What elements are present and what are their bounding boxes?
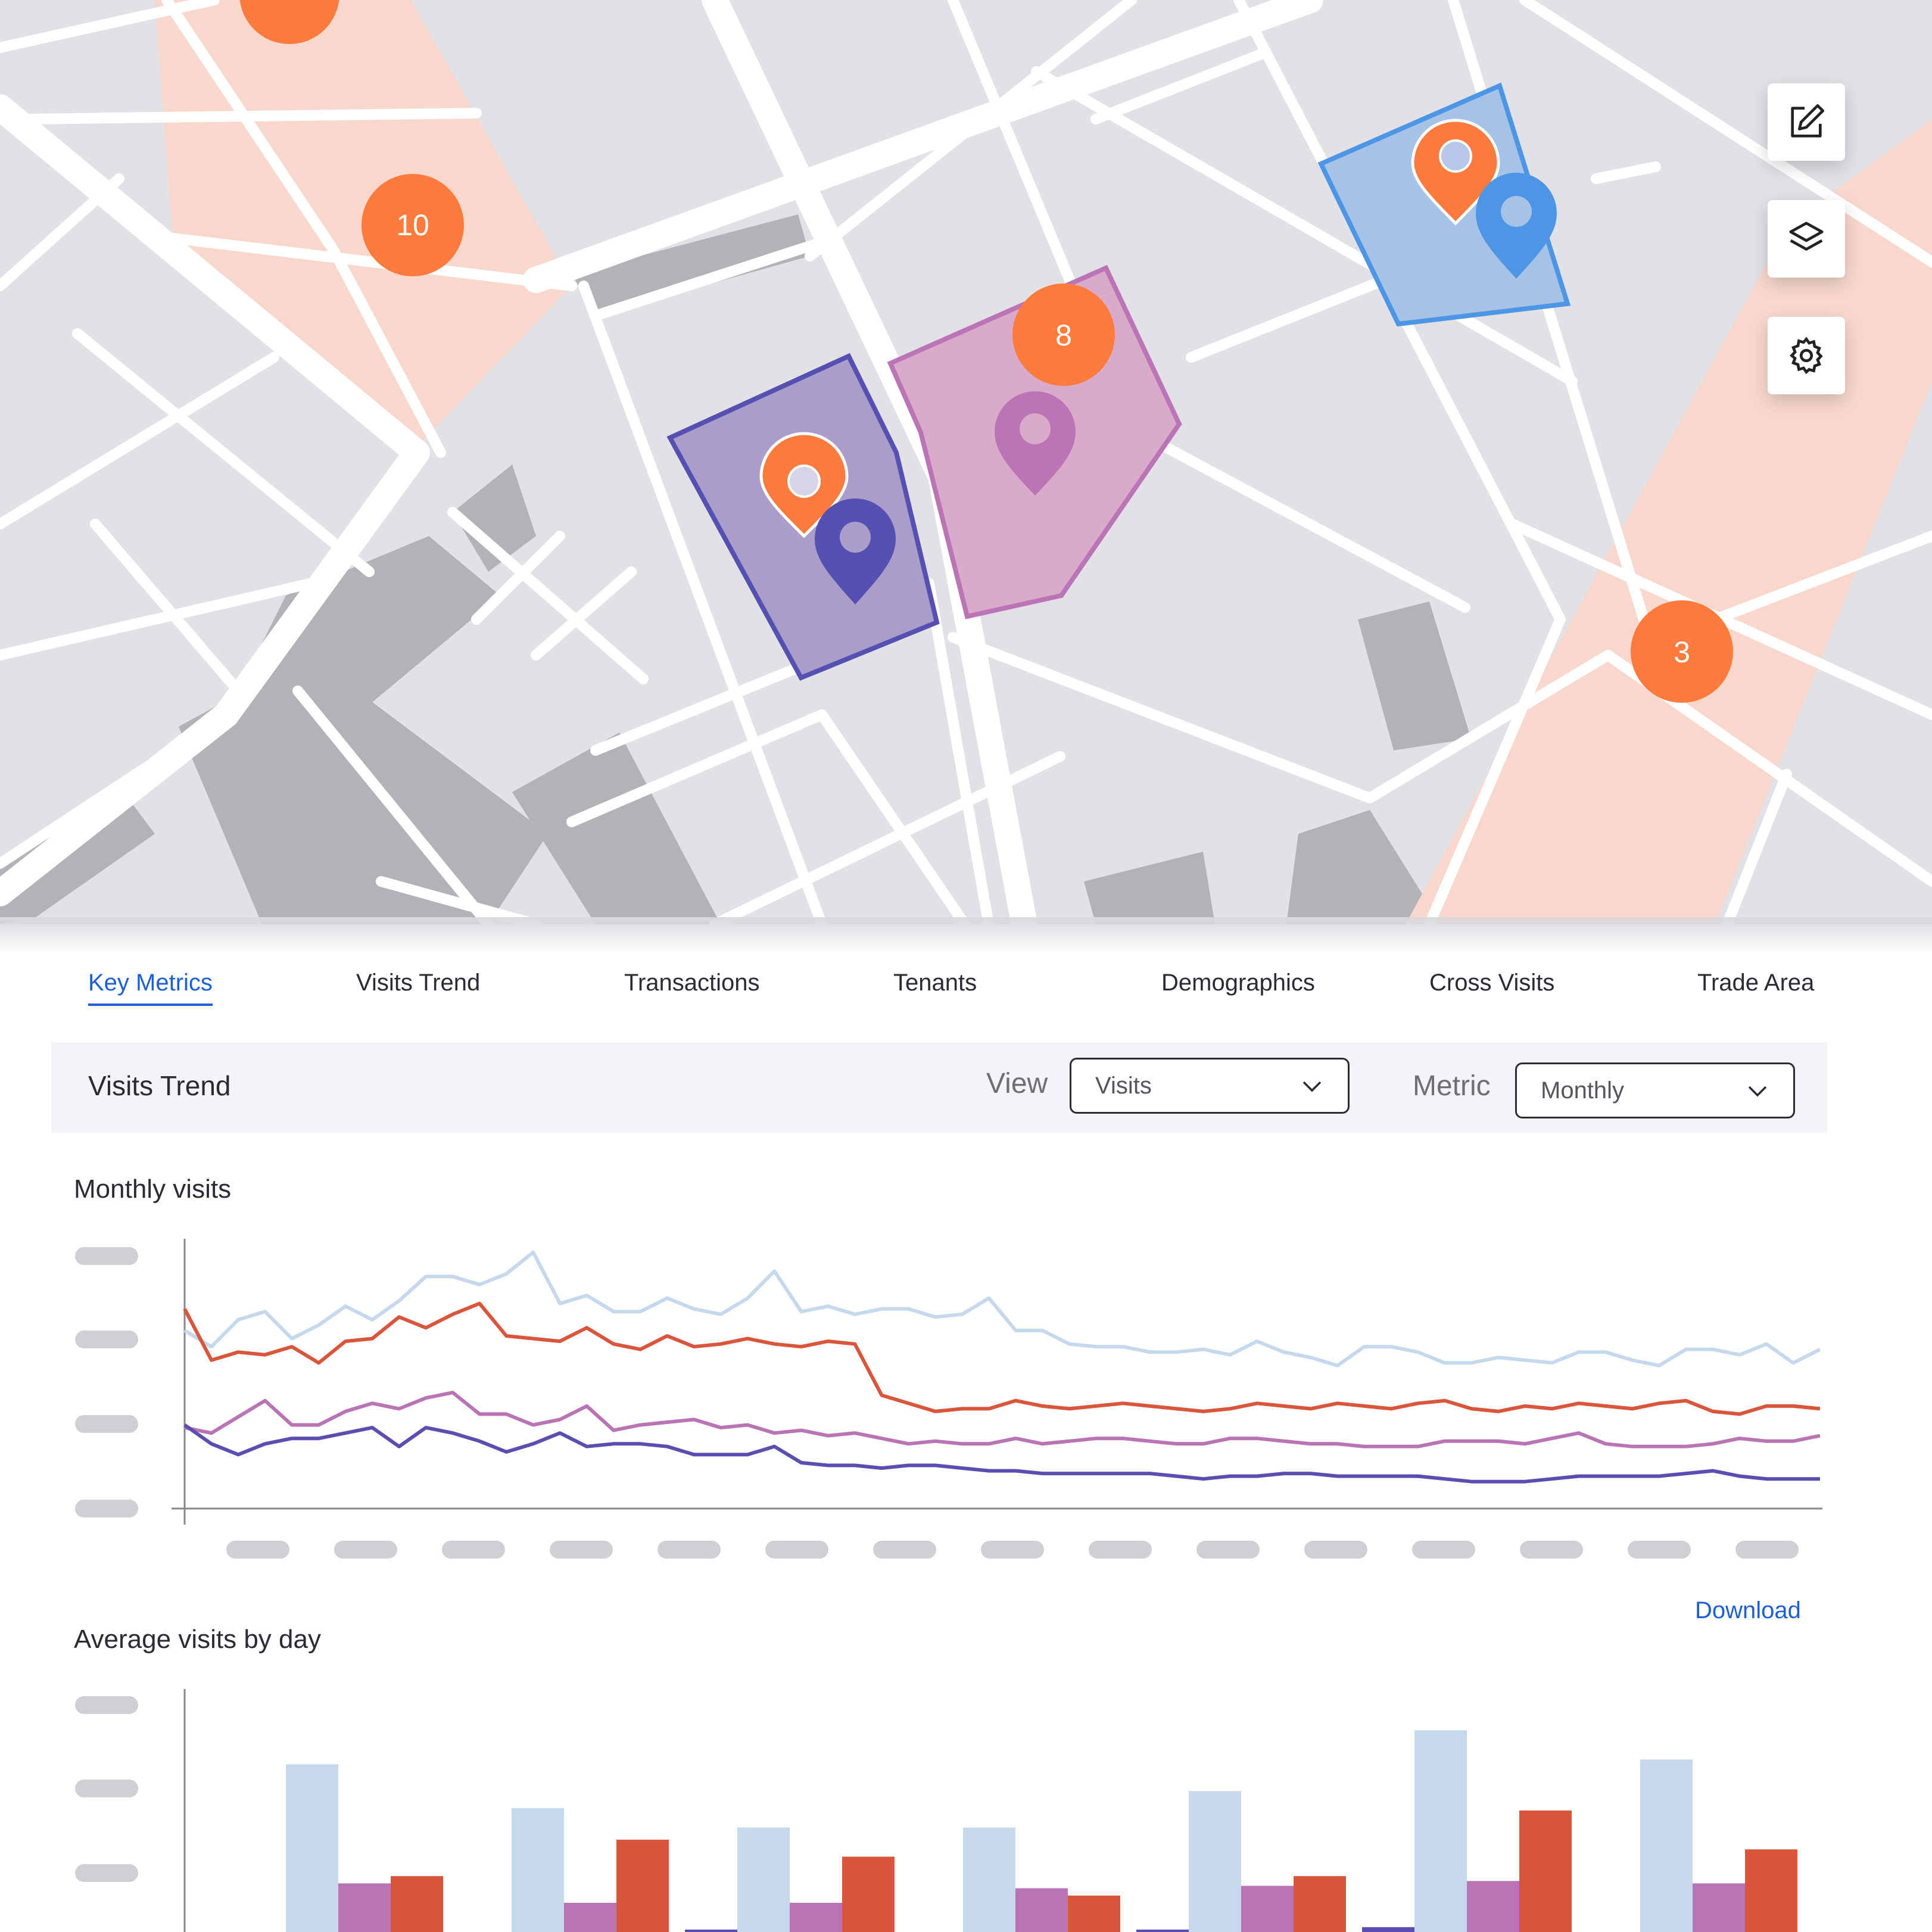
bar-group-6-series-1 [1640, 1759, 1693, 1932]
bar-group-6-series-2 [1693, 1883, 1745, 1932]
x-tick-placeholder [1089, 1541, 1152, 1559]
y-tick-placeholder [75, 1696, 138, 1714]
section-title: Visits Trend [88, 1070, 231, 1101]
metric-label: Metric [1413, 1070, 1491, 1102]
edit-icon [1791, 104, 1825, 138]
x-tick-placeholder [1196, 1541, 1260, 1559]
x-tick-placeholder [657, 1541, 721, 1559]
bar-group-5-series-3 [1519, 1811, 1572, 1932]
download-link[interactable]: Download [1695, 1597, 1801, 1623]
y-tick-placeholder [75, 1330, 138, 1348]
bar-group-4-series-1 [1189, 1791, 1241, 1932]
bar-group-6-series-3 [1745, 1849, 1797, 1932]
y-tick-placeholder [75, 1247, 138, 1265]
cluster-count: 3 [1674, 635, 1690, 669]
x-tick-placeholder [873, 1541, 936, 1559]
cluster-marker[interactable]: 3 [1631, 600, 1733, 703]
tab-key-metrics[interactable]: Key Metrics [88, 970, 213, 1006]
x-tick-placeholder [334, 1541, 397, 1559]
y-tick-placeholder [75, 1780, 138, 1797]
line-series-1 [183, 1301, 1821, 1416]
layers-icon [1789, 222, 1824, 251]
bar-group-0-series-3 [391, 1876, 443, 1932]
tab-demographics[interactable]: Demographics [1161, 970, 1315, 996]
daily-visits-chart [183, 1689, 1797, 1932]
settings-button[interactable] [1768, 317, 1845, 394]
cluster-marker-partial[interactable] [239, 0, 339, 44]
bar-group-3-series-3 [1068, 1895, 1120, 1932]
pin-orange-1[interactable] [759, 432, 849, 538]
tab-visits-trend[interactable]: Visits Trend [356, 970, 481, 996]
x-tick-placeholder [981, 1541, 1044, 1559]
pin-pink[interactable] [995, 391, 1076, 496]
bar-group-1-series-3 [616, 1839, 669, 1932]
pin-blue[interactable] [1476, 173, 1557, 279]
map-shadow [0, 917, 1932, 953]
x-tick-placeholder [765, 1541, 828, 1559]
pin-orange-2[interactable] [1411, 119, 1500, 226]
map-canvas[interactable]: 10 8 3 [0, 0, 1932, 924]
tab-tenants[interactable]: Tenants [893, 970, 977, 996]
view-label: View [986, 1068, 1048, 1099]
bar-group-3-series-1 [963, 1827, 1015, 1932]
x-tick-placeholder [1735, 1541, 1799, 1559]
settings-icon [1790, 336, 1823, 375]
bar-group-5-series-1 [1414, 1730, 1467, 1932]
tab-trade-area[interactable]: Trade Area [1697, 970, 1815, 996]
bar-group-5-series-0 [1362, 1927, 1414, 1932]
tab-bar: Key Metrics Visits Trend Transactions Te… [0, 959, 1932, 1024]
bar-group-1-series-1 [512, 1808, 564, 1932]
bar-group-3-series-2 [1015, 1888, 1068, 1932]
tab-transactions[interactable]: Transactions [624, 970, 760, 996]
x-tick-placeholder [1520, 1541, 1583, 1559]
bar-group-2-series-0 [685, 1929, 737, 1932]
daily-visits-title: Average visits by day [74, 1625, 321, 1654]
y-tick-placeholder [75, 1864, 138, 1882]
map-view[interactable]: 10 8 3 [0, 0, 1932, 924]
monthly-visits-chart [172, 1239, 1822, 1525]
cluster-marker[interactable]: 8 [1012, 283, 1115, 386]
monthly-visits-title: Monthly visits [74, 1174, 232, 1204]
section-toolbar: Visits Trend View Visits Metric Monthly [51, 1042, 1827, 1133]
cluster-count: 10 [396, 208, 429, 242]
bar-group-4-series-0 [1136, 1929, 1189, 1932]
chevron-down-icon [1302, 1081, 1322, 1092]
metric-select[interactable]: Monthly [1515, 1062, 1795, 1118]
line-series-0 [183, 1250, 1821, 1367]
x-tick-placeholder [226, 1541, 289, 1559]
bar-group-4-series-3 [1294, 1876, 1346, 1932]
x-tick-placeholder [1304, 1541, 1367, 1559]
x-tick-placeholder [550, 1541, 613, 1559]
bar-group-0-series-1 [286, 1764, 338, 1932]
edit-button[interactable] [1768, 83, 1845, 161]
bar-group-1-series-2 [564, 1903, 616, 1932]
bar-series-group [286, 1730, 1797, 1932]
view-select-value: Visits [1095, 1073, 1152, 1099]
line-series-3 [183, 1423, 1820, 1484]
x-tick-placeholder [1628, 1541, 1691, 1559]
line-series-2 [184, 1391, 1821, 1448]
line-series-group [183, 1250, 1821, 1484]
metric-select-value: Monthly [1541, 1077, 1625, 1104]
pin-indigo[interactable] [815, 498, 896, 604]
cluster-marker[interactable]: 10 [362, 174, 464, 276]
layers-button[interactable] [1768, 200, 1845, 278]
tab-cross-visits[interactable]: Cross Visits [1429, 970, 1555, 996]
y-tick-placeholder [75, 1500, 138, 1517]
building-blocks [0, 214, 1471, 924]
bar-group-2-series-3 [842, 1856, 895, 1932]
bar-group-2-series-1 [737, 1827, 790, 1932]
bar-group-5-series-2 [1467, 1881, 1519, 1932]
bar-group-4-series-2 [1241, 1886, 1294, 1932]
x-tick-placeholder [1412, 1541, 1475, 1559]
bar-group-0-series-2 [338, 1883, 391, 1932]
bar-group-2-series-2 [790, 1903, 842, 1932]
x-tick-placeholder [442, 1541, 505, 1559]
y-tick-placeholder [75, 1415, 138, 1433]
view-select[interactable]: Visits [1070, 1058, 1350, 1114]
cluster-count: 8 [1055, 319, 1072, 352]
chevron-down-icon [1748, 1086, 1767, 1097]
